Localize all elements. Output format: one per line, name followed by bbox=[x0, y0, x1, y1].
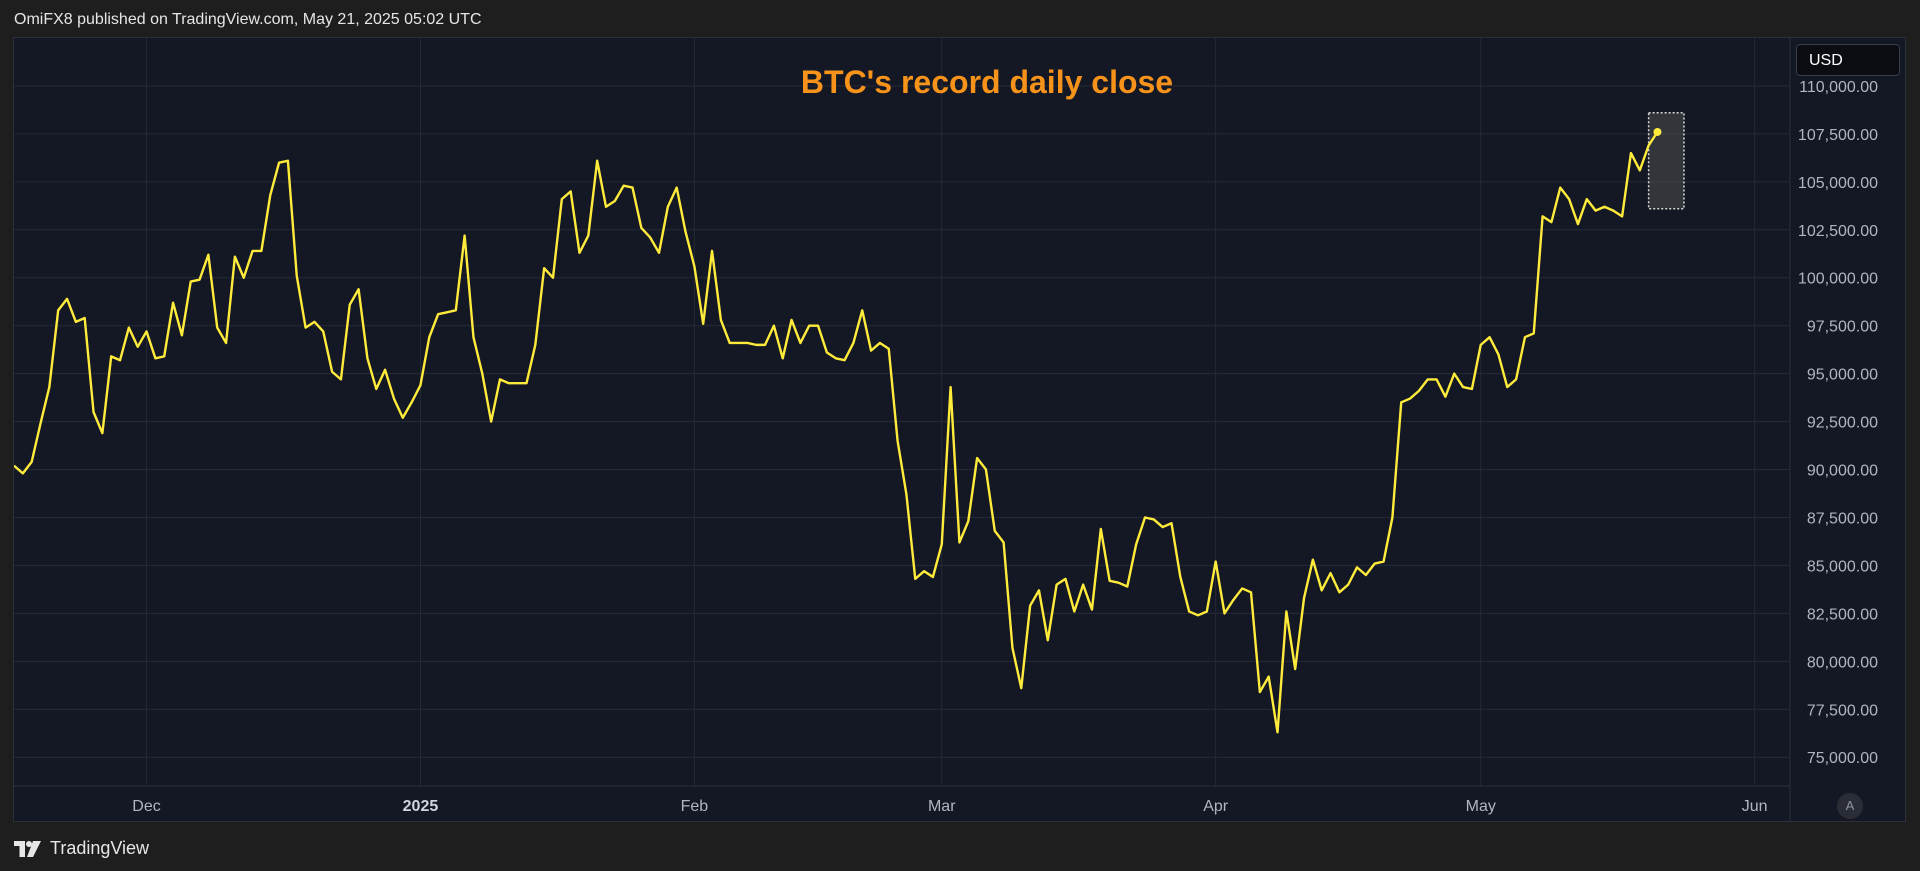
price-tick-label: 82,500.00 bbox=[1807, 606, 1878, 623]
price-tick-label: 100,000.00 bbox=[1798, 271, 1878, 288]
tradingview-logo-icon bbox=[14, 840, 41, 857]
price-tick-label: 87,500.00 bbox=[1807, 510, 1878, 527]
time-tick-label: Mar bbox=[928, 798, 956, 815]
price-tick-label: 105,000.00 bbox=[1798, 175, 1878, 192]
publisher-line: OmiFX8 published on TradingView.com, May… bbox=[14, 11, 482, 28]
price-tick-label: 85,000.00 bbox=[1807, 558, 1878, 575]
last-close-marker bbox=[1653, 127, 1662, 136]
price-axis[interactable]: 75,000.00 77,500.00 80,000.00 82,500.00 85,0… bbox=[1798, 79, 1878, 767]
price-tick-label: 90,000.00 bbox=[1807, 463, 1878, 480]
grid-lines bbox=[14, 38, 1790, 786]
currency-button[interactable]: USD bbox=[1796, 44, 1900, 76]
price-tick-label: 75,000.00 bbox=[1807, 750, 1878, 767]
time-axis[interactable]: Dec 2025 Feb Mar Apr May Jun bbox=[132, 798, 1767, 815]
price-line-series bbox=[14, 131, 1659, 734]
price-tick-label: 95,000.00 bbox=[1807, 367, 1878, 384]
time-tick-label: Feb bbox=[681, 798, 709, 815]
time-tick-label: 2025 bbox=[403, 798, 439, 815]
price-tick-label: 102,500.00 bbox=[1798, 223, 1878, 240]
price-tick-label: 77,500.00 bbox=[1807, 702, 1878, 719]
price-tick-label: 92,500.00 bbox=[1807, 415, 1878, 432]
tradingview-brand[interactable]: TradingView bbox=[14, 838, 149, 859]
brand-name: TradingView bbox=[50, 838, 150, 858]
time-tick-label: Jun bbox=[1742, 798, 1768, 815]
header-bar: OmiFX8 published on TradingView.com, May… bbox=[0, 0, 1920, 38]
price-tick-label: 97,500.00 bbox=[1807, 319, 1878, 336]
time-tick-label: May bbox=[1466, 798, 1496, 815]
price-tick-label: 110,000.00 bbox=[1799, 79, 1878, 96]
chart-title: BTC's record daily close bbox=[801, 64, 1173, 100]
price-tick-label: 107,500.00 bbox=[1798, 127, 1878, 144]
auto-scale-button[interactable]: A bbox=[1837, 793, 1863, 819]
record-close-highlight-box bbox=[1647, 112, 1685, 210]
chart-area[interactable]: BTC's record daily close 75,000.00 77,500… bbox=[13, 37, 1906, 822]
time-tick-label: Dec bbox=[132, 798, 160, 815]
footer-bar: TradingView bbox=[0, 822, 1920, 871]
chart-canvas[interactable]: BTC's record daily close 75,000.00 77,500… bbox=[14, 38, 1905, 821]
time-tick-label: Apr bbox=[1203, 798, 1229, 815]
price-tick-label: 80,000.00 bbox=[1807, 654, 1878, 671]
